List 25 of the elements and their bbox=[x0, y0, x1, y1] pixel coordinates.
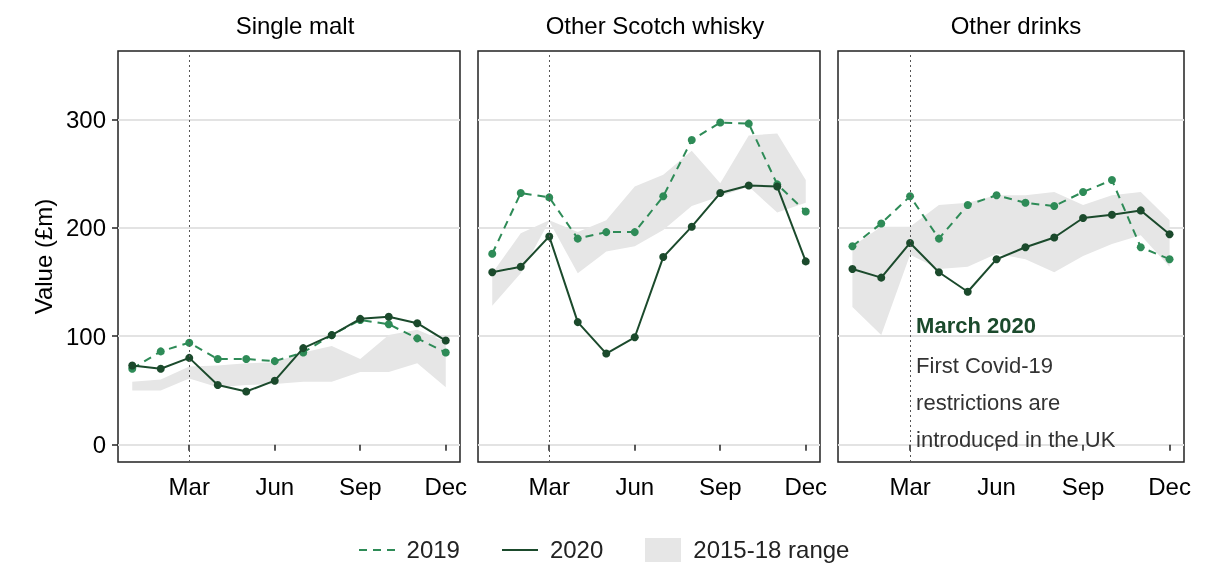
x-tick-label: Sep bbox=[338, 472, 382, 500]
chart-title: Single malt bbox=[235, 11, 355, 39]
x-tick-label: Jun bbox=[255, 472, 295, 500]
x-tick-label: Mar bbox=[528, 472, 570, 500]
y-tick-label: 100 bbox=[65, 322, 106, 350]
x-tick-label: Sep bbox=[698, 472, 742, 500]
x-tick-label: Mar bbox=[889, 472, 931, 500]
x-tick-label: Dec bbox=[1148, 472, 1191, 500]
x-tick-label: Jun bbox=[615, 472, 655, 500]
x-tick-label: Mar bbox=[168, 472, 210, 500]
y-tick-label: 0 bbox=[92, 431, 106, 459]
chart-title: Other drinks bbox=[950, 11, 1082, 39]
x-tick-label: Sep bbox=[1061, 472, 1105, 500]
annotation: First Covid-19 restrictions are introduced in the UK bbox=[916, 353, 1116, 453]
legend-label: 2020 bbox=[549, 536, 604, 564]
legend-label: 2015-18 range bbox=[693, 536, 850, 564]
y-axis-title: Value (£m) bbox=[29, 198, 57, 315]
x-tick-label: Dec bbox=[424, 472, 468, 500]
x-tick-label: Jun bbox=[977, 472, 1016, 500]
legend-label: 2019 bbox=[406, 536, 460, 564]
annotation: March 2020 bbox=[916, 312, 1036, 338]
y-tick-label: 300 bbox=[65, 105, 106, 133]
y-tick-label: 200 bbox=[65, 214, 106, 242]
chart-title: Other Scotch whisky bbox=[545, 11, 765, 39]
x-tick-label: Dec bbox=[784, 472, 828, 500]
